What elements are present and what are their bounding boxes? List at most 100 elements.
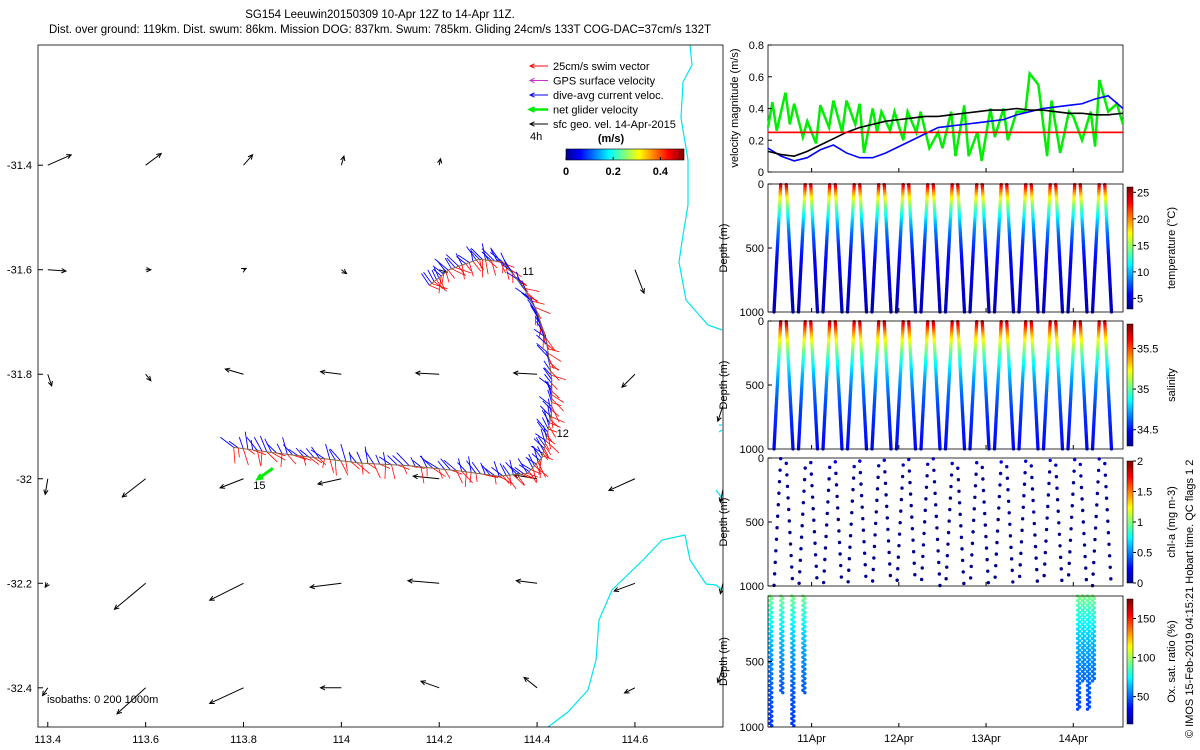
swim-vector (472, 260, 482, 272)
swim-vector (549, 366, 560, 371)
chla-point (799, 547, 803, 551)
chla-point (999, 460, 1003, 464)
chla-point (1045, 516, 1049, 520)
swim-vector (491, 260, 497, 276)
legend-label: 25cm/s swim vector (553, 61, 650, 73)
swim-vector (479, 259, 482, 269)
swim-vector (516, 474, 525, 486)
map-colorbar: (m/s) 0 0.2 0.4 (563, 133, 685, 178)
chla-point (1096, 468, 1101, 473)
swim-vector (513, 474, 525, 486)
oxygen-point (770, 596, 774, 601)
map-y-tick-label: -32 (16, 474, 32, 486)
geo-vector-13-shaft (225, 368, 244, 375)
map-y-tick-label: -32.2 (7, 578, 32, 590)
chla-point (823, 546, 828, 550)
chla-point (1032, 521, 1037, 526)
dac-vector (457, 254, 470, 263)
chla-point (785, 484, 790, 489)
geo-vector-35-shaft (42, 687, 49, 696)
chla-point (798, 570, 802, 574)
chla-point (1082, 543, 1087, 547)
chla-point (993, 575, 997, 579)
chla-point (852, 464, 856, 469)
chla-point (823, 557, 827, 562)
chla-point (1094, 514, 1098, 519)
chla-point (910, 526, 915, 531)
oxygen-point (770, 653, 774, 657)
chla-point (973, 495, 977, 499)
swim-vector (527, 294, 538, 302)
chla-point (1091, 572, 1095, 576)
geo-vector-32-head (515, 578, 522, 584)
chla-point (828, 465, 832, 470)
oxygen-point (770, 601, 774, 605)
chla-colorbar-tick-label: 2 (1137, 456, 1143, 468)
swim-vector (551, 402, 562, 407)
geo-vector-39 (419, 680, 440, 689)
chla-point (1078, 462, 1082, 467)
geo-vector-18 (716, 405, 723, 423)
dac-vector (457, 458, 463, 472)
swim-vector (551, 390, 560, 399)
chla-point (1029, 464, 1033, 468)
chla-point (962, 581, 966, 586)
salinity-y-tick-label: 1000 (740, 444, 764, 456)
swim-vector (468, 262, 474, 277)
chla-point (924, 497, 928, 501)
geo-vector-7-head (241, 267, 248, 273)
swim-vector (523, 287, 540, 292)
geo-vector-34-shaft (719, 583, 723, 594)
dac-vector (305, 448, 315, 458)
chla-point (777, 491, 781, 495)
geo-vector-29-shaft (209, 582, 244, 601)
temperature-y-tick-label: 500 (746, 243, 764, 255)
chla-point (1047, 481, 1051, 486)
dac-vector (506, 271, 518, 280)
chla-point (1019, 551, 1023, 556)
dac-vector (502, 465, 511, 476)
map-x-tick-label: 113.6 (132, 734, 159, 746)
chla-point (986, 580, 991, 585)
chla-point (1084, 566, 1088, 570)
chla-point (775, 526, 779, 530)
swim-vector (271, 452, 286, 461)
chla-point (1043, 550, 1048, 555)
dac-vector (470, 248, 474, 262)
dac-vector (392, 455, 404, 466)
geo-vector-15-head (414, 370, 421, 376)
oxygen-point (768, 617, 772, 622)
geo-vector-23-head (412, 473, 419, 480)
chla-point (872, 544, 877, 549)
geo-vector-10-shaft (634, 269, 645, 294)
geo-vector-40-shaft (523, 677, 538, 689)
oxygen-point (768, 603, 772, 608)
chla-point (859, 482, 863, 486)
chla-colorbar-tick-label: 0 (1137, 578, 1143, 590)
chla-point (949, 473, 954, 477)
dac-vector (259, 435, 268, 452)
swim-vector (546, 344, 554, 350)
chla-point (1033, 533, 1037, 537)
chla-point (810, 483, 814, 488)
geo-vector-0 (47, 154, 73, 166)
map-y-tick-label: -31.8 (7, 369, 32, 381)
chla-point (948, 507, 952, 512)
geo-vector-37-shaft (209, 687, 244, 704)
chla-point (1007, 511, 1011, 515)
chla-point (937, 572, 942, 576)
chla-point (790, 565, 794, 569)
geo-vector-37-head (208, 699, 215, 704)
geo-vector-1-head (156, 152, 163, 159)
swim-vector (391, 464, 396, 480)
legend-arrow-0 (528, 63, 548, 69)
dac-vector (541, 417, 549, 430)
geo-vector-20 (121, 478, 146, 498)
dac-vector (509, 459, 514, 475)
swim-vector (485, 259, 489, 275)
velocity-y-tick-label: 0.8 (749, 40, 764, 52)
dac-vector (505, 462, 518, 475)
swim-vector (551, 409, 560, 417)
geo-vector-16-head (512, 370, 519, 376)
map-x-tick-label: 114.2 (426, 734, 453, 746)
